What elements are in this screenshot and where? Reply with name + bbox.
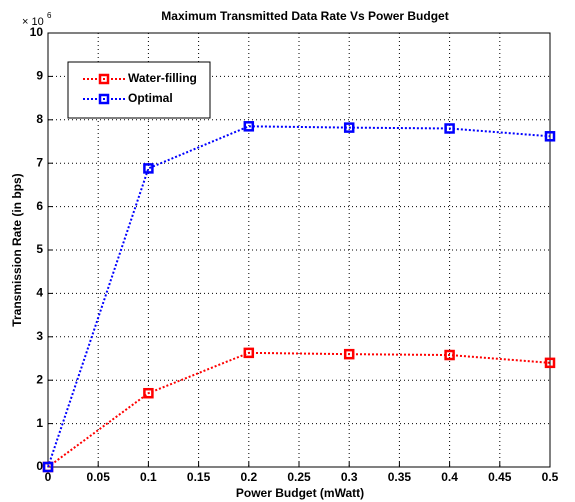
y-tick-label: 7 <box>36 155 43 169</box>
y-tick-label: 6 <box>36 199 43 213</box>
plot-frame <box>47 32 551 468</box>
y-tick-label: 8 <box>36 112 43 126</box>
x-tick-label: 0.05 <box>87 470 111 484</box>
chart-title: Maximum Transmitted Data Rate Vs Power B… <box>161 9 448 23</box>
x-tick-label: 0.5 <box>542 470 559 484</box>
y-tick-label: 5 <box>36 242 43 256</box>
y-tick-label: 0 <box>36 459 43 473</box>
x-tick-label: 0.3 <box>341 470 358 484</box>
data-point <box>243 347 255 359</box>
data-point <box>343 122 355 133</box>
x-tick-label: 0.1 <box>140 470 157 484</box>
y-multiplier: × 10 <box>22 16 44 28</box>
x-tick-label: 0.45 <box>488 470 512 484</box>
x-tick-label: 0.15 <box>187 470 211 484</box>
y-tick-label: 1 <box>36 416 43 430</box>
legend-label: Optimal <box>128 91 173 105</box>
y-multiplier-exponent: 6 <box>47 11 52 20</box>
x-tick-label: 0.2 <box>240 470 257 484</box>
legend-box <box>67 61 211 119</box>
y-tick-label: 10 <box>30 25 44 39</box>
x-axis-label: Power Budget (mWatt) <box>236 486 364 500</box>
x-tick-label: 0 <box>45 470 52 484</box>
y-axis-label: Transmission Rate (in bps) <box>10 173 24 326</box>
data-point <box>42 461 54 473</box>
legend-label: Water-filling <box>128 71 197 85</box>
y-tick-label: 4 <box>36 286 43 300</box>
data-point <box>243 121 255 132</box>
legend-marker <box>98 93 110 105</box>
legend-marker <box>98 73 110 85</box>
x-tick-label: 0.4 <box>441 470 458 484</box>
data-point <box>143 387 154 399</box>
x-tick-label: 0.35 <box>388 470 412 484</box>
x-tick-label: 0.25 <box>287 470 311 484</box>
y-tick-label: 2 <box>36 372 43 386</box>
data-point <box>544 357 556 369</box>
y-tick-label: 3 <box>36 329 43 343</box>
data-point <box>343 348 355 360</box>
y-tick-label: 9 <box>36 69 43 83</box>
data-point <box>544 131 556 142</box>
series-line <box>47 125 551 468</box>
data-point <box>143 163 154 174</box>
data-point <box>444 123 455 134</box>
data-point <box>444 349 455 361</box>
